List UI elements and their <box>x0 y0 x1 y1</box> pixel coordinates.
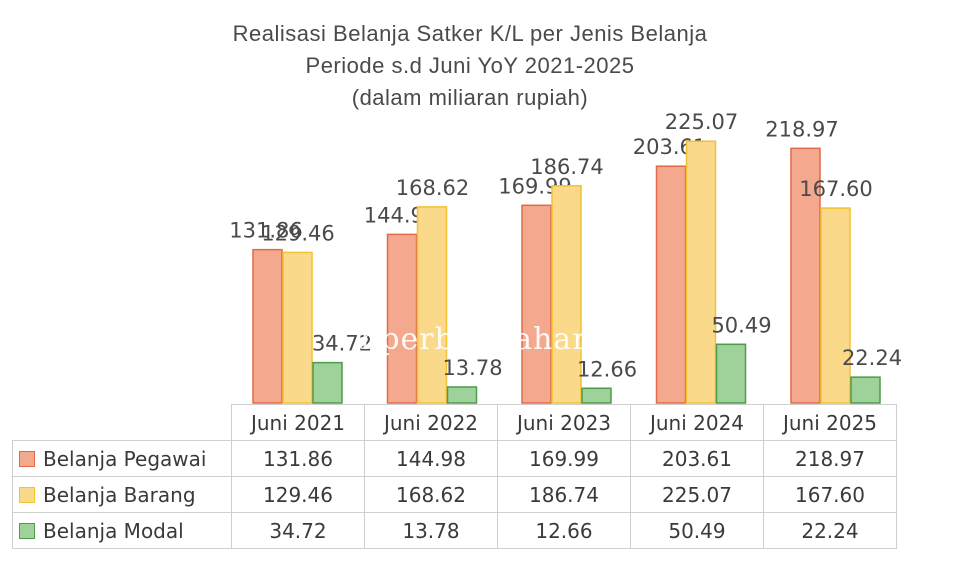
table-row: Belanja Barang 129.46 168.62 186.74 225.… <box>12 476 897 513</box>
table-cell: 129.46 <box>231 476 365 513</box>
data-table: Juni 2021 Juni 2022 Juni 2023 Juni 2024 … <box>12 404 897 549</box>
table-cell: 203.61 <box>630 440 764 477</box>
watermark: nperbendahara. <box>360 322 617 357</box>
data-label: 167.60 <box>799 177 872 201</box>
bar-belanja-modal-0 <box>312 361 343 404</box>
table-cell: 168.62 <box>364 476 498 513</box>
bar-plot: 131.86129.4634.72144.98168.6213.78169.99… <box>229 110 902 404</box>
bar-belanja-modal-1 <box>446 386 478 404</box>
table-row: Belanja Pegawai 131.86 144.98 169.99 203… <box>12 440 897 477</box>
table-cell: 225.07 <box>630 476 764 513</box>
bar-belanja-pegawai-4 <box>790 147 821 404</box>
table-cell: 131.86 <box>231 440 365 477</box>
chart-title-line-2: Periode s.d Juni YoY 2021-2025 <box>305 53 635 78</box>
table-row: Belanja Modal 34.72 13.78 12.66 50.49 22… <box>12 512 897 549</box>
data-label: 225.07 <box>665 110 738 134</box>
table-cell: 218.97 <box>763 440 897 477</box>
category-header: Juni 2025 <box>763 404 897 441</box>
bar-belanja-barang-0 <box>282 251 313 404</box>
legend-entry-belanja-modal: Belanja Modal <box>12 512 232 549</box>
bar-belanja-modal-4 <box>850 376 881 404</box>
table-cell: 12.66 <box>497 512 631 549</box>
table-cell: 50.49 <box>630 512 764 549</box>
data-label: 50.49 <box>711 313 771 337</box>
data-label: 218.97 <box>765 117 838 141</box>
bar-belanja-pegawai-1 <box>386 233 418 404</box>
data-label: 186.74 <box>530 155 603 179</box>
table-cell: 22.24 <box>763 512 897 549</box>
table-cell: 169.99 <box>497 440 631 477</box>
data-label: 131.86 <box>229 219 302 243</box>
chart-title-line-3: (dalam miliaran rupiah) <box>351 85 589 110</box>
bar-belanja-modal-2 <box>581 387 612 404</box>
category-header: Juni 2022 <box>364 404 498 441</box>
bar-belanja-pegawai-0 <box>252 248 283 404</box>
legend-entry-belanja-pegawai: Belanja Pegawai <box>12 440 232 477</box>
bar-belanja-barang-3 <box>685 140 717 404</box>
data-label: 129.46 <box>261 221 334 245</box>
category-header: Juni 2021 <box>231 404 365 441</box>
chart-title-line-1: Realisasi Belanja Satker K/L per Jenis B… <box>232 21 708 46</box>
table-cell: 186.74 <box>497 476 631 513</box>
table-cell: 13.78 <box>364 512 498 549</box>
data-label: 34.72 <box>312 332 372 356</box>
data-label: 22.24 <box>842 346 902 370</box>
chart-title: Realisasi Belanja Satker K/L per Jenis B… <box>0 18 940 114</box>
category-header: Juni 2024 <box>630 404 764 441</box>
table-corner <box>13 405 232 441</box>
data-label: 168.62 <box>396 176 469 200</box>
data-label: 13.78 <box>442 356 502 380</box>
table-cell: 34.72 <box>231 512 365 549</box>
series-name: Belanja Pegawai <box>43 446 207 471</box>
legend-swatch-pegawai <box>19 450 35 467</box>
bar-belanja-barang-4 <box>820 207 851 404</box>
data-label: 12.66 <box>577 357 637 381</box>
bar-belanja-modal-3 <box>715 343 747 404</box>
bar-belanja-pegawai-3 <box>655 165 687 404</box>
table-cell: 144.98 <box>364 440 498 477</box>
bar-belanja-barang-1 <box>416 206 448 404</box>
category-header: Juni 2023 <box>497 404 631 441</box>
bar-belanja-barang-2 <box>551 185 582 404</box>
legend-swatch-barang <box>19 486 35 503</box>
series-name: Belanja Modal <box>43 518 184 543</box>
bar-belanja-pegawai-2 <box>521 204 552 404</box>
table-cell: 167.60 <box>763 476 897 513</box>
legend-entry-belanja-barang: Belanja Barang <box>12 476 232 513</box>
legend-swatch-modal <box>19 522 35 539</box>
series-name: Belanja Barang <box>43 482 196 507</box>
table-header-row: Juni 2021 Juni 2022 Juni 2023 Juni 2024 … <box>13 404 897 441</box>
